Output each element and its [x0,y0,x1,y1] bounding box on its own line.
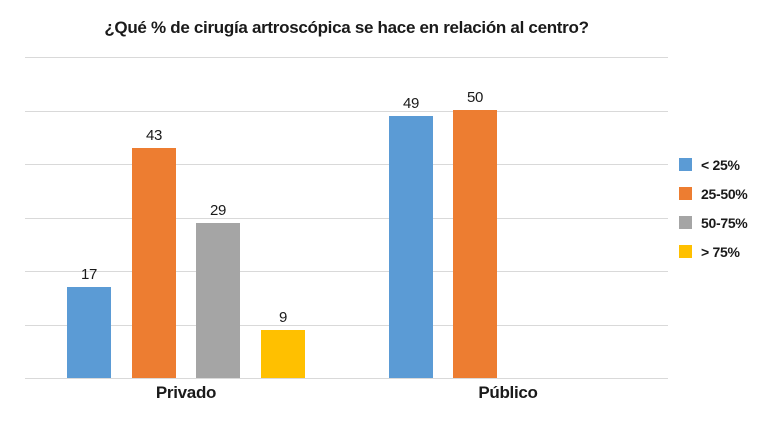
bar-value-label: 43 [145,127,163,144]
legend-label: > 75% [701,243,740,260]
gridline [25,111,668,112]
legend-swatch-icon [679,158,692,171]
bar-value-label: 49 [402,95,420,112]
x-axis-label-privado: Privado [155,383,217,402]
chart-title: ¿Qué % de cirugía artroscópica se hace e… [104,18,589,37]
legend-item-25-50: 25-50% [679,179,748,208]
bar-p-blico-25-50 [453,110,497,378]
gridline [25,325,668,326]
legend-item-50-75: 50-75% [679,208,748,237]
gridline [25,218,668,219]
bar-p-blico-25 [389,116,433,378]
x-axis-labels: Privado Público [25,383,668,409]
legend-swatch-icon [679,187,692,200]
legend-label: 50-75% [701,214,748,231]
bar-privado-75 [261,330,305,378]
legend: < 25% 25-50% 50-75% > 75% [679,150,748,266]
plot-area: 17 43 29 9 49 50 [25,57,668,379]
legend-swatch-icon [679,245,692,258]
bar-privado-25-50 [132,148,176,378]
bar-value-label: 9 [278,309,288,326]
gridline [25,57,668,58]
bar-privado-50-75 [196,223,240,378]
bar-value-label: 17 [80,266,98,283]
bar-privado-25 [67,287,111,378]
gridline [25,164,668,165]
legend-label: < 25% [701,156,740,173]
gridline [25,271,668,272]
bar-value-label: 50 [466,89,484,106]
x-axis-label-p-blico: Público [478,383,538,402]
legend-swatch-icon [679,216,692,229]
bar-value-label: 29 [209,202,227,219]
legend-item-75: > 75% [679,237,747,266]
legend-item-25: < 25% [679,150,747,179]
x-axis-line [25,378,668,379]
legend-label: 25-50% [701,185,748,202]
